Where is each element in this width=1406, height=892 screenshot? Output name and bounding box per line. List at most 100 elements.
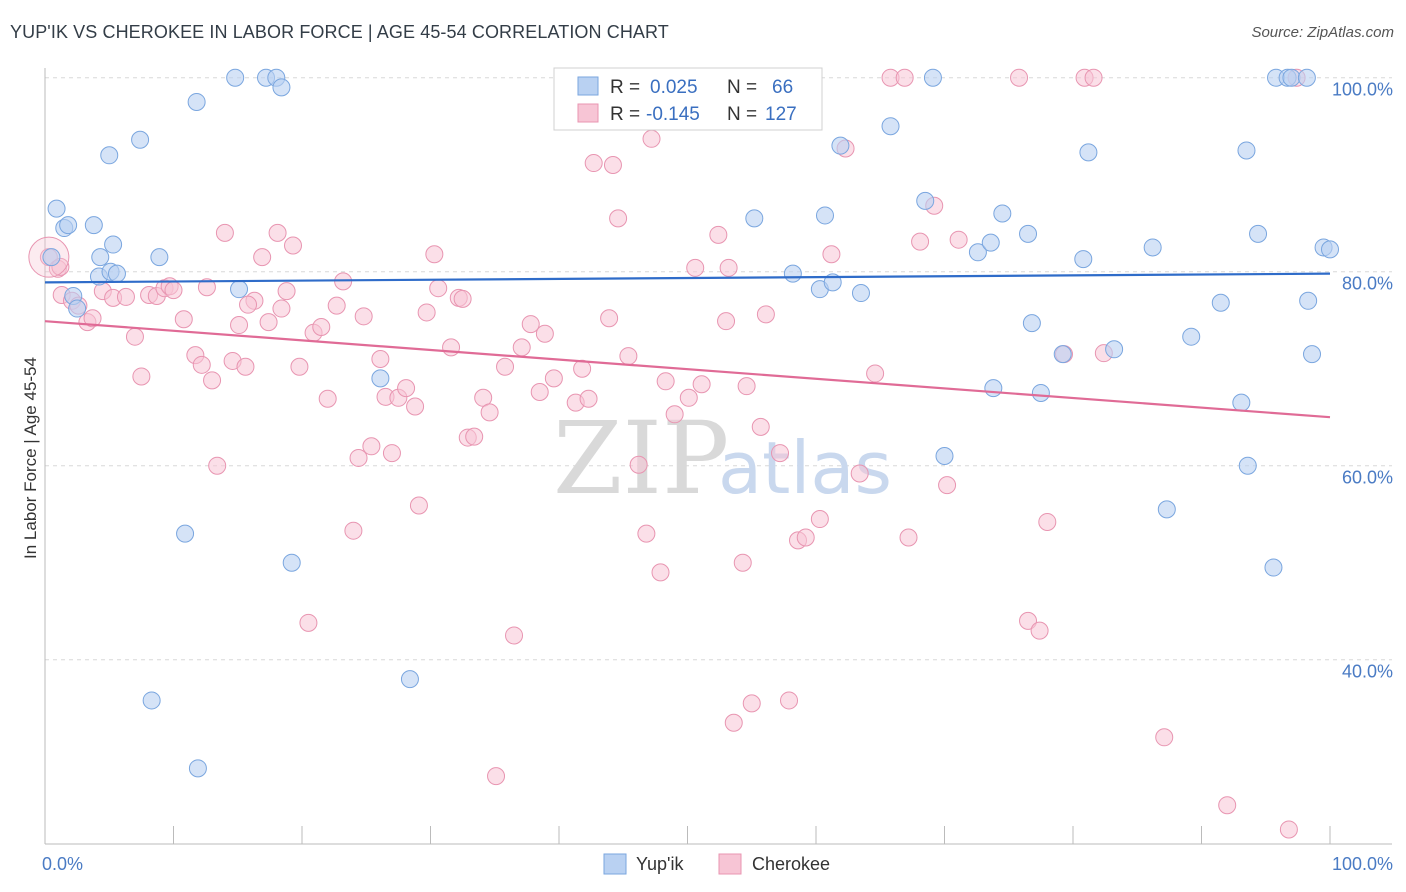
yupik-point-57 [1264,558,1283,577]
yupik-point-33 [851,284,870,303]
cherokee-point-9 [116,287,135,306]
cherokee-point-96 [780,691,799,710]
cherokee-point-111 [1010,68,1029,87]
chart-title: YUP'IK VS CHEROKEE IN LABOR FORCE | AGE … [10,22,669,42]
cherokee-point-23 [215,223,234,242]
yupik-point-41 [993,204,1012,223]
legend-box [553,67,823,131]
yupik-point-20 [230,280,249,299]
yupik-point-8 [91,248,110,267]
yupik-point-62 [1297,68,1316,87]
cherokee-point-33 [284,236,303,255]
yupik-point-15 [150,248,169,267]
cherokee-point-34 [290,357,309,376]
legend-r-label-yupik: R = [610,77,640,98]
yupik-point-12 [100,146,119,165]
source-credit: Source: ZipAtlas.com [1251,24,1394,41]
yupik-point-38 [968,243,987,262]
cherokee-point-30 [268,223,287,242]
cherokee-point-21 [203,371,222,390]
cherokee-point-32 [277,282,296,301]
cherokee-point-92 [742,694,761,713]
cherokee-point-64 [512,338,531,357]
cherokee-point-81 [656,372,675,391]
cherokee-point-102 [850,464,869,483]
cherokee-trend-line [44,320,1331,419]
yupik-point-56 [1249,224,1268,243]
cherokee-point-125 [239,295,258,314]
cherokee-point-42 [349,448,368,467]
cherokee-point-28 [253,248,272,267]
cherokee-point-25 [230,316,249,335]
cherokee-point-22 [208,456,227,475]
cherokee-point-94 [756,305,775,324]
x-tick-labels: 0.0% 100.0% [42,854,1393,874]
yupik-point-44 [1031,383,1050,402]
cherokee-point-67 [535,324,554,343]
cherokee-point-83 [679,388,698,407]
cherokee-point-103 [866,364,885,383]
cherokee-point-82 [665,405,684,424]
yupik-point-40 [984,379,1003,398]
cherokee-point-79 [642,129,661,148]
cherokee-point-89 [719,258,738,277]
yupik-point-30 [815,206,834,225]
cherokee-point-68 [544,369,563,388]
cherokee-point-47 [382,444,401,463]
cherokee-point-63 [505,626,524,645]
legend-swatch-cherokee [577,103,599,123]
cherokee-point-10 [125,327,144,346]
yupik-point-24 [282,553,301,572]
series-legend: Yup'ik Cherokee [603,853,830,875]
cherokee-point-122 [1218,796,1237,815]
cherokee-point-37 [312,317,331,336]
yupik-point-50 [1157,500,1176,519]
yupik-point-54 [1237,141,1256,160]
cherokee-point-98 [796,528,815,547]
legend-r-label-cherokee: R = [610,104,640,125]
cherokee-point-86 [709,225,728,244]
cherokee-point-80 [651,563,670,582]
cherokee-point-106 [899,528,918,547]
cherokee-point-31 [272,299,291,318]
yupik-point-48 [1105,340,1124,359]
cherokee-point-73 [584,154,603,173]
cherokee-point-114 [1038,512,1057,531]
yupik-point-32 [831,136,850,155]
cherokee-point-6 [83,309,102,328]
yupik-point-14 [142,691,161,710]
yupik-point-27 [745,209,764,228]
yupik-point-43 [1022,314,1041,333]
yupik-point-51 [1182,327,1201,346]
cherokee-point-93 [751,417,770,436]
yupik-points [42,68,1339,778]
cherokee-point-120 [1279,820,1298,839]
legend-n-label-yupik: N = [727,77,757,98]
cherokee-point-75 [609,209,628,228]
yupik-point-16 [176,524,195,543]
yupik-point-0 [42,248,61,267]
yupik-point-55 [1238,456,1257,475]
cherokee-point-87 [717,312,736,331]
cherokee-point-72 [579,389,598,408]
yupik-point-61 [1299,291,1318,310]
cherokee-point-85 [692,375,711,394]
yupik-point-52 [1211,293,1230,312]
yupik-point-45 [1053,345,1072,364]
y-tick-label-60: 60.0% [1342,468,1393,488]
cherokee-point-50 [406,397,425,416]
cherokee-point-100 [822,245,841,264]
cherokee-point-38 [318,389,337,408]
cherokee-point-58 [465,427,484,446]
yupik-point-17 [187,92,206,111]
yupik-point-63 [1303,345,1322,364]
cherokee-point-71 [573,359,592,378]
cherokee-point-60 [480,403,499,422]
trend-lines [44,272,1331,419]
cherokee-point-77 [629,455,648,474]
yupik-point-11 [104,235,123,254]
y-tick-labels: 40.0% 60.0% 80.0% 100.0% [1332,80,1393,682]
cherokee-point-43 [354,307,373,326]
bottom-legend-cherokee: Cherokee [752,854,830,874]
